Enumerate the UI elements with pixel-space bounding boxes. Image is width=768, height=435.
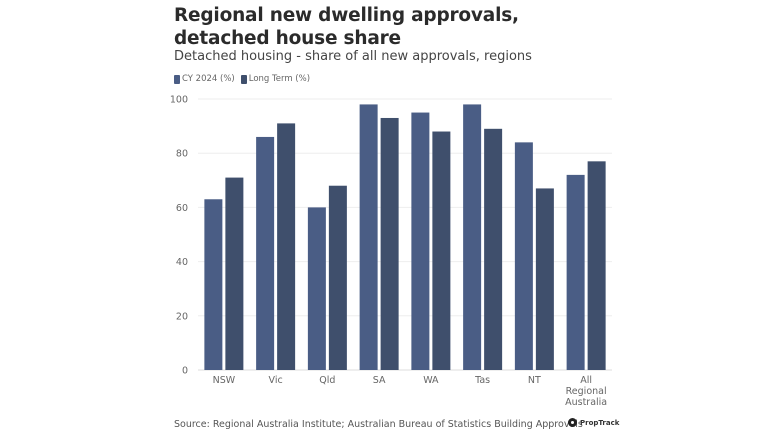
source-note: Source: Regional Australia Institute; Au…: [174, 419, 583, 430]
legend-swatch-long-term: [240, 74, 247, 84]
x-tick-label-nt: NT: [528, 375, 541, 386]
y-tick-label-20: 20: [176, 311, 188, 322]
bar-sa-cy2024: [359, 104, 378, 371]
bar-wa-long-term: [432, 131, 451, 370]
proptrack-logo-text: PropTrack: [580, 418, 620, 427]
x-tick-label-all-regional-australia-line3: Australia: [565, 397, 607, 408]
y-tick-label-40: 40: [176, 257, 188, 268]
y-tick-label-0: 0: [182, 366, 188, 377]
bar-sa-long-term: [380, 117, 399, 370]
bar-vic-cy2024: [256, 136, 275, 370]
bar-tas-cy2024: [463, 104, 482, 371]
x-tick-label-vic: Vic: [269, 375, 283, 386]
legend-label-long-term: Long Term (%): [248, 74, 311, 84]
proptrack-logo: PropTrack: [568, 418, 619, 427]
chart-title: Regional new dwelling approvals, detache…: [174, 5, 519, 49]
bar-tas-long-term: [484, 128, 503, 370]
bar-nt-long-term: [535, 188, 554, 370]
bar-qld-cy2024: [307, 207, 326, 370]
proptrack-logo-icon: [568, 418, 577, 427]
y-tick-label-100: 100: [170, 95, 188, 106]
chart-legend: CY 2024 (%) Long Term (%): [174, 74, 312, 84]
x-tick-label-all-regional-australia-line2: Regional: [566, 386, 607, 397]
legend-label-cy2024: CY 2024 (%): [182, 74, 235, 84]
chart-subtitle: Detached housing - share of all new appr…: [174, 49, 532, 64]
x-tick-label-sa: SA: [373, 375, 386, 386]
bar-vic-long-term: [277, 123, 296, 370]
legend-swatch-cy2024: [174, 74, 180, 84]
legend-item-cy2024: CY 2024 (%): [174, 74, 235, 84]
bar-nt-cy2024: [514, 142, 533, 370]
y-tick-label-80: 80: [176, 149, 188, 160]
bar-wa-cy2024: [411, 112, 430, 371]
x-tick-label-wa: WA: [423, 375, 439, 386]
x-tick-label-nsw: NSW: [213, 375, 236, 386]
x-tick-label-all-regional-australia-line1: All: [580, 375, 592, 386]
bar-qld-long-term: [328, 185, 347, 370]
legend-item-long-term: Long Term (%): [240, 74, 311, 84]
bar-nsw-long-term: [225, 177, 244, 370]
x-tick-label-tas: Tas: [474, 375, 490, 386]
y-tick-label-60: 60: [176, 203, 188, 214]
bar-all-regional-australia-cy2024: [566, 174, 585, 370]
bar-nsw-cy2024: [204, 199, 223, 370]
bar-all-regional-australia-long-term: [587, 161, 606, 370]
x-tick-label-qld: Qld: [319, 375, 335, 386]
